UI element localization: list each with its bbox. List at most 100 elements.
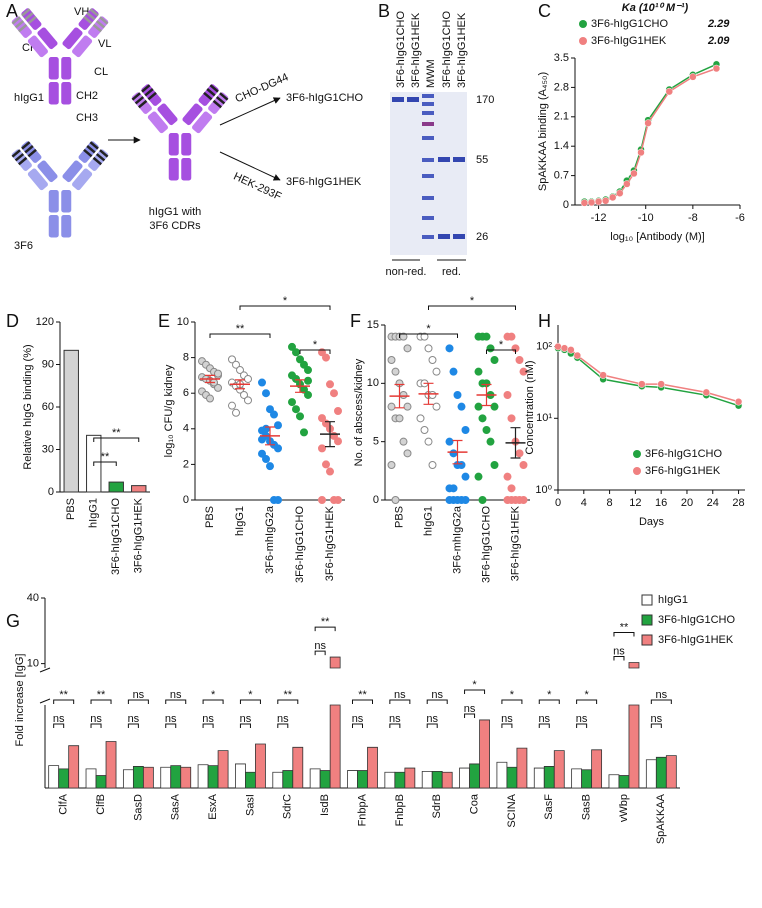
- cdr: [83, 15, 93, 25]
- cdr: [89, 141, 99, 150]
- bracket: [239, 699, 261, 704]
- band: [392, 97, 404, 102]
- bar: [543, 766, 555, 789]
- domain: [147, 111, 168, 134]
- marker-label: 55: [476, 154, 488, 166]
- point: [334, 437, 342, 446]
- point: [599, 371, 607, 379]
- cdr: [203, 91, 213, 101]
- significance: *: [470, 295, 475, 307]
- bar: [655, 756, 667, 789]
- significance: *: [426, 323, 431, 335]
- point: [580, 199, 589, 207]
- ladder-band: [422, 111, 434, 115]
- significance: ns: [394, 689, 406, 701]
- bracket: [613, 656, 625, 661]
- point: [644, 119, 652, 127]
- point: [296, 412, 304, 421]
- point: [274, 421, 282, 430]
- significance: ns: [538, 713, 550, 725]
- bar: [68, 745, 80, 789]
- bracket: [202, 699, 224, 704]
- point: [399, 437, 408, 446]
- label: HEK-293F: [232, 170, 284, 203]
- x-tick-label: SasB: [581, 794, 593, 820]
- legend-title: Ka (10¹⁰ M⁻¹): [622, 2, 689, 14]
- x-tick-label: EsxA: [207, 793, 219, 819]
- point: [567, 346, 575, 354]
- point: [304, 376, 312, 385]
- significance: **: [59, 689, 68, 701]
- domain: [61, 190, 72, 213]
- bracket: [53, 699, 75, 704]
- x-tick-label: 3F6-mhIgG2a: [264, 505, 276, 574]
- lane-label: MWM: [425, 59, 437, 88]
- domain: [168, 158, 179, 181]
- point: [702, 388, 711, 397]
- x-tick-label: 20: [681, 497, 693, 509]
- y-tick-label: 0: [48, 486, 54, 498]
- point: [519, 496, 528, 504]
- cdr: [95, 20, 106, 29]
- point: [334, 407, 342, 415]
- bar: [591, 749, 603, 789]
- bar: [553, 750, 565, 789]
- x-tick-label: 16: [655, 497, 667, 509]
- domain: [37, 27, 58, 50]
- bracket: [93, 437, 140, 442]
- label: hIgG1 with: [149, 206, 202, 218]
- x-tick-label: 3F6-mhIgG2a: [451, 505, 463, 574]
- x-tick-label: FnbpB: [394, 794, 406, 826]
- point: [449, 496, 458, 504]
- point: [554, 342, 562, 351]
- cdr: [27, 15, 37, 25]
- line: [557, 347, 739, 407]
- y-tick-label: 2.1: [554, 111, 569, 123]
- significance: ns: [576, 713, 588, 725]
- domain: [48, 82, 59, 105]
- cdr: [206, 88, 216, 97]
- bracket: [127, 699, 149, 704]
- bar: [197, 764, 209, 789]
- point: [330, 389, 338, 398]
- y-tick-label: 5: [373, 436, 379, 448]
- bar: [516, 747, 528, 789]
- significance: *: [510, 689, 515, 701]
- bar: [58, 768, 70, 789]
- significance: ns: [170, 689, 182, 701]
- x-tick-label: SasF: [543, 794, 555, 820]
- error-bar: [235, 379, 245, 390]
- panel-letter: B: [378, 1, 390, 21]
- point: [478, 496, 487, 504]
- bracket: [399, 333, 458, 338]
- bracket: [53, 723, 65, 728]
- error-bar: [295, 379, 305, 393]
- x-tick-label: SCINA: [506, 793, 518, 827]
- band: [438, 157, 450, 162]
- x-tick-label: 3F6-hIgG1HEK: [324, 505, 336, 581]
- significance: ns: [431, 689, 443, 701]
- bar: [48, 765, 60, 789]
- x-tick-label: 12: [629, 497, 641, 509]
- cdr: [14, 20, 25, 29]
- point: [507, 414, 516, 423]
- bar: [122, 769, 134, 789]
- x-tick-label: SasA: [170, 793, 182, 820]
- point: [387, 356, 396, 364]
- bar: [108, 481, 124, 493]
- significance: **: [236, 323, 245, 335]
- point: [318, 414, 326, 423]
- cdr: [95, 153, 106, 162]
- point: [262, 424, 270, 433]
- label: VH: [74, 6, 89, 18]
- point: [206, 394, 214, 403]
- bracket: [352, 723, 363, 728]
- label: CHO-DG44: [234, 71, 291, 105]
- bar: [132, 766, 144, 789]
- lane-label: 3F6-hIgG1CHO: [441, 11, 453, 88]
- bracket: [613, 632, 635, 637]
- significance: ns: [389, 713, 401, 725]
- cdr: [212, 99, 222, 109]
- cdr: [89, 8, 99, 17]
- point: [689, 73, 697, 81]
